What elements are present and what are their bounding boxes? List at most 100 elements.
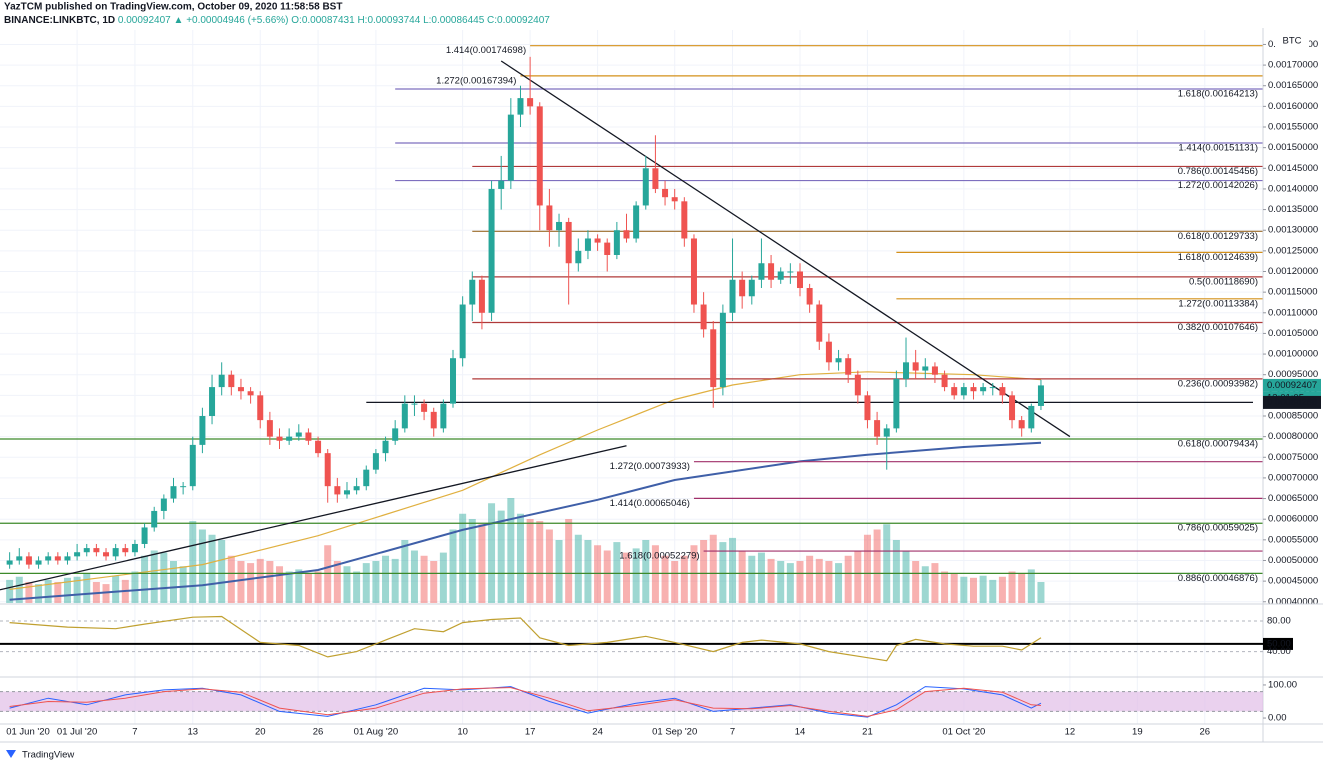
candle-body (642, 168, 649, 206)
volume-bar (73, 576, 81, 603)
volume-bar (44, 579, 52, 603)
y-tick-label: 0.00070000 (1268, 472, 1318, 483)
candle-body (16, 556, 23, 561)
candle-body (980, 387, 987, 392)
candle-body (970, 387, 977, 392)
volume-bar (382, 555, 390, 603)
volume-bar (594, 545, 602, 603)
candle-body (103, 552, 110, 557)
volume-bar (613, 542, 621, 603)
candle-body (199, 415, 206, 445)
candle-body (74, 552, 81, 557)
y-tick-label: 0.00050000 (1268, 555, 1318, 566)
volume-bar (179, 566, 187, 603)
volume-bar (854, 550, 862, 603)
volume-bar (54, 582, 62, 603)
candle-body (237, 387, 244, 392)
volume-bar (863, 534, 871, 603)
fib-label: 1.272(0.00073933) (610, 461, 690, 472)
currency: BTC (1283, 36, 1302, 47)
volume-bar (459, 513, 467, 603)
candle-body (459, 304, 466, 359)
volume-bar (1018, 573, 1026, 603)
candle-body (931, 366, 938, 375)
candle-body (469, 279, 476, 305)
author-line: YazTCM published on TradingView.com, Oct… (4, 2, 342, 13)
trendline (0, 445, 627, 591)
volume-bar (372, 561, 380, 603)
candle-body (864, 395, 871, 421)
candle-body (777, 271, 784, 280)
candle-body (662, 188, 669, 198)
volume-bar (584, 540, 592, 603)
moving-average (9, 371, 1042, 590)
volume-bar (690, 545, 698, 603)
y-tick-label: 0.00080000 (1268, 431, 1318, 442)
x-tick-label: 01 Sep '20 (652, 727, 697, 738)
price-tag-label: 0.00088288 (1267, 397, 1317, 408)
x-tick-label: 17 (525, 727, 536, 738)
y-tick-label: 0.00100000 (1268, 349, 1318, 360)
candle-body (430, 411, 437, 429)
volume-bar (488, 503, 496, 603)
candle-body (835, 358, 842, 363)
candle-body (796, 271, 803, 289)
volume-bar (642, 540, 650, 603)
candle-body (363, 469, 370, 487)
fib-label: 1.618(0.00124639) (1178, 252, 1258, 263)
fib-label: 1.272(0.00142026) (1178, 180, 1258, 191)
candle-body (527, 98, 534, 107)
x-tick-label: 01 Aug '20 (354, 727, 399, 738)
fib-label: 1.272(0.00113384) (1178, 298, 1258, 309)
fib-label: 0.382(0.00107646) (1178, 322, 1258, 333)
candle-body (623, 230, 630, 239)
stoch-line (9, 687, 1042, 717)
candle-body (392, 428, 399, 441)
volume-bar (873, 529, 881, 603)
currency-box (1275, 34, 1309, 47)
stoch-band (0, 691, 1263, 712)
rsi-line (9, 615, 1042, 662)
candle-body (295, 432, 302, 437)
candle-body (151, 510, 158, 528)
volume-bar (401, 540, 409, 603)
candle-body (671, 197, 678, 202)
volume-bar (835, 563, 843, 603)
volume-bar (112, 575, 120, 603)
plot: 1.414(0.00174698) 1.272(0.00167394) 1.618(… (0, 28, 1323, 743)
x-tick-label: 24 (592, 727, 603, 738)
volume-bar (719, 542, 727, 603)
volume-bar (353, 571, 361, 603)
volume-bar (189, 521, 197, 603)
stoch-line (9, 686, 1042, 718)
candle-body (874, 420, 881, 437)
candle-body (960, 387, 967, 396)
volume-bar (825, 561, 833, 603)
candle-body (343, 490, 350, 495)
candle-body (209, 387, 216, 416)
volume-bar (468, 519, 476, 603)
volume-bar (391, 558, 399, 603)
volume-bar (767, 558, 775, 603)
candle-body (652, 168, 659, 189)
volume-bar (102, 584, 110, 603)
x-tick-label: 26 (313, 727, 324, 738)
candle-body (112, 548, 119, 557)
fib-label: 0.236(0.00093982) (1178, 378, 1258, 389)
volume-bar (565, 519, 573, 603)
volume-bar (950, 573, 958, 603)
volume-bar (227, 555, 235, 603)
volume-bar (902, 550, 910, 603)
candle-body (411, 403, 418, 405)
volume-bar (786, 563, 794, 603)
volume-bar (25, 582, 33, 603)
volume-bar (941, 571, 949, 603)
candle-body (893, 378, 900, 429)
candle-body (498, 180, 505, 189)
volume-bar (198, 529, 206, 603)
rsi-tick-label: 50.00 (1267, 638, 1291, 649)
candle-body (903, 362, 910, 379)
fib-label: 0.618(0.00079434) (1178, 438, 1258, 449)
candle-body (45, 556, 52, 561)
